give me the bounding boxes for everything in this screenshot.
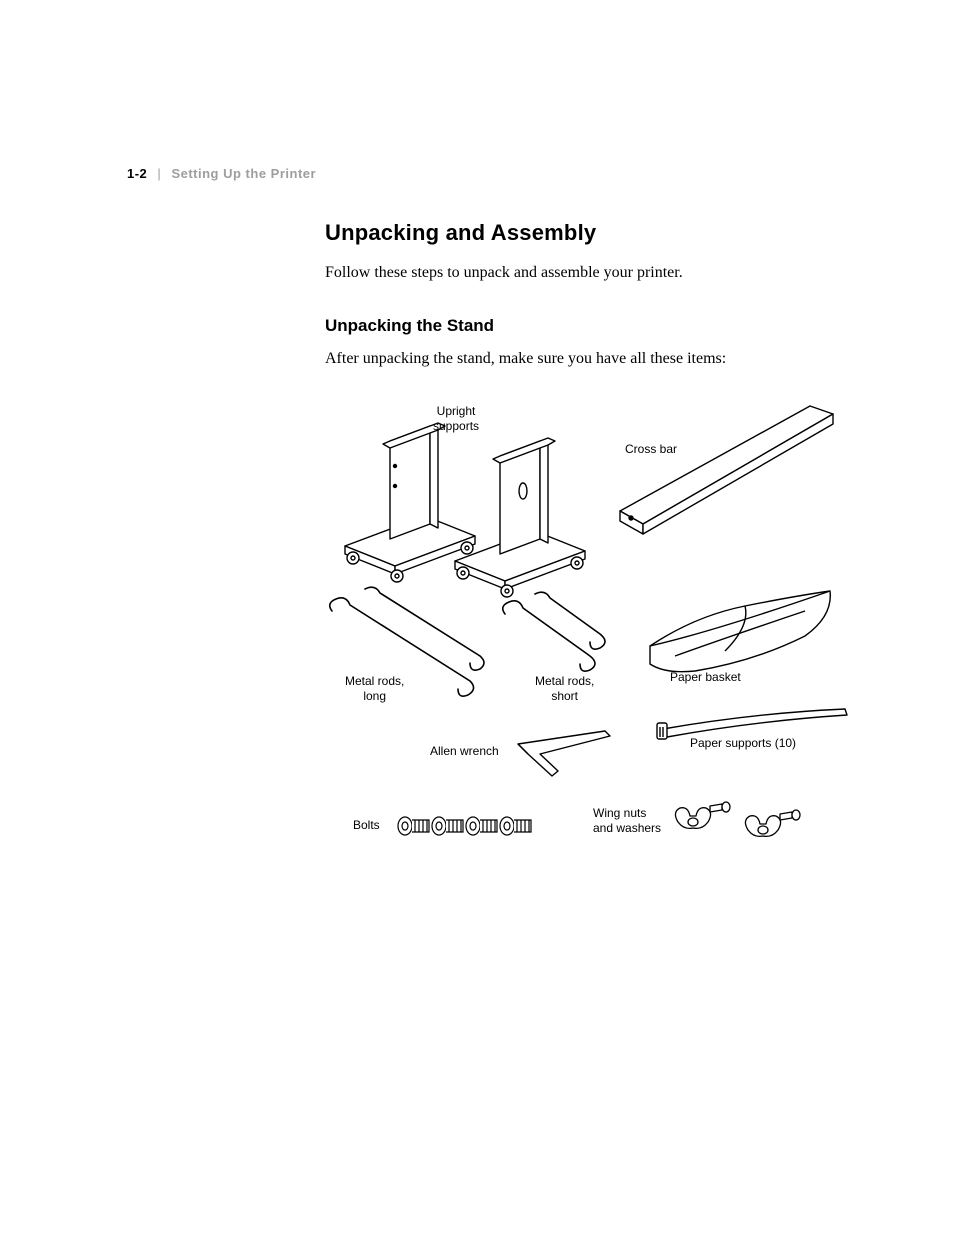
content-column: Unpacking and Assembly Follow these step… [325,220,845,866]
header-separator: | [157,166,161,181]
cross-bar-label: Cross bar [625,442,677,457]
metal-rods-short-illustration [495,586,625,686]
cross-bar-illustration [615,396,845,536]
upright-supports-illustration [335,406,585,596]
page-title: Unpacking and Assembly [325,220,845,246]
bolts-label: Bolts [353,818,380,833]
wing-nuts-label: Wing nutsand washers [593,806,661,836]
section-title: Setting Up the Printer [171,166,316,181]
running-header: 1-2 | Setting Up the Printer [127,166,316,181]
metal-rods-long-label: Metal rods,long [345,674,404,704]
bolts-illustration [395,806,535,846]
wing-nuts-illustration [670,794,810,844]
parts-diagram: Uprightsupports Cross bar Metal rods,lon… [325,386,865,866]
subsection-text: After unpacking the stand, make sure you… [325,350,845,368]
metal-rods-short-label: Metal rods,short [535,674,594,704]
intro-text: Follow these steps to unpack and assembl… [325,264,845,282]
allen-wrench-label: Allen wrench [430,744,499,759]
allen-wrench-illustration [510,726,630,781]
upright-supports-label: Uprightsupports [433,404,479,434]
subsection-title: Unpacking the Stand [325,316,845,336]
page: 1-2 | Setting Up the Printer Unpacking a… [0,0,954,1235]
page-number: 1-2 [127,166,147,181]
paper-supports-label: Paper supports (10) [690,736,796,751]
paper-basket-label: Paper basket [670,670,741,685]
